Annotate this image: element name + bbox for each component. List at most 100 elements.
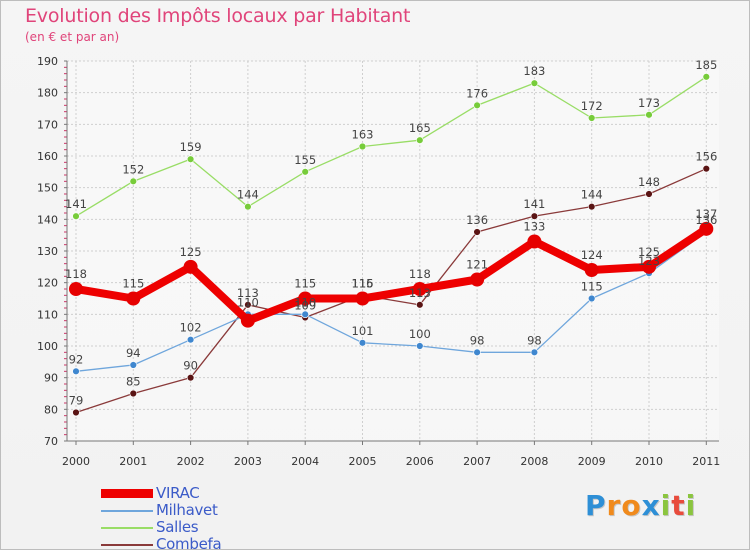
x-tick-label: 2008: [520, 455, 548, 468]
data-point-milhavet: [129, 361, 138, 369]
data-label-combefa: 116: [352, 276, 374, 290]
data-label-combefa: 141: [523, 197, 545, 211]
data-label-salles: 176: [466, 86, 488, 100]
legend-swatch-salles: [101, 527, 153, 529]
logo-letter: x: [641, 489, 661, 522]
data-label-milhavet: 98: [470, 333, 485, 347]
x-tick-label: 2005: [349, 455, 377, 468]
data-point-combefa: [186, 373, 195, 382]
data-label-salles: 172: [581, 99, 603, 113]
logo-letter: P: [585, 489, 607, 522]
data-point-virac: [69, 282, 83, 296]
data-label-virac: 121: [466, 258, 488, 272]
data-point-salles: [358, 142, 367, 151]
x-tick-label: 2007: [463, 455, 491, 468]
data-label-virac: 118: [65, 267, 87, 281]
y-tick-label: 190: [37, 55, 58, 68]
data-point-virac: [642, 259, 656, 274]
y-tick-label: 90: [44, 372, 58, 385]
legend: VIRAC Milhavet Salles Combefa: [101, 484, 281, 549]
logo-letter: t: [671, 489, 686, 522]
data-label-combefa: 136: [466, 213, 488, 227]
x-tick-label: 2002: [177, 455, 205, 468]
data-label-milhavet: 94: [126, 346, 141, 360]
y-tick-label: 150: [37, 182, 58, 195]
data-point-combefa: [645, 190, 653, 198]
data-label-salles: 159: [180, 140, 202, 154]
data-point-salles: [129, 177, 138, 186]
data-label-milhavet: 110: [294, 295, 316, 309]
data-label-combefa: 90: [183, 359, 198, 373]
data-point-salles: [587, 114, 596, 122]
y-tick-label: 80: [44, 403, 58, 416]
data-point-salles: [244, 202, 252, 211]
data-point-milhavet: [72, 367, 80, 376]
data-point-virac: [470, 272, 485, 287]
legend-item-combefa: Combefa: [101, 536, 281, 549]
y-tick-label: 170: [37, 118, 58, 131]
data-point-combefa: [587, 202, 596, 211]
data-label-virac: 124: [581, 248, 603, 262]
data-label-combefa: 109: [294, 299, 316, 313]
data-point-milhavet: [358, 339, 367, 347]
data-label-combefa: 79: [69, 394, 84, 408]
data-label-salles: 185: [695, 58, 717, 72]
data-label-virac: 115: [352, 277, 374, 291]
data-label-combefa: 156: [695, 150, 717, 164]
x-tick-label: 2001: [119, 455, 147, 468]
chart-subtitle: (en € et par an): [25, 30, 120, 44]
data-point-combefa: [473, 228, 481, 236]
data-label-milhavet: 136: [695, 213, 717, 227]
data-label-milhavet: 123: [638, 254, 660, 268]
data-point-virac: [355, 291, 370, 306]
series-line-combefa: [75, 168, 707, 414]
x-tick-label: 2009: [578, 455, 606, 468]
data-point-milhavet: [301, 310, 309, 319]
y-tick-label: 180: [37, 87, 58, 100]
y-tick-label: 70: [44, 435, 58, 448]
logo-letter: o: [621, 489, 642, 522]
data-label-milhavet: 98: [527, 333, 542, 347]
legend-swatch-milhavet: [101, 510, 153, 512]
legend-label-salles: Salles: [156, 518, 199, 536]
data-point-salles: [645, 111, 653, 119]
data-label-combefa: 148: [638, 175, 660, 189]
data-label-combefa: 113: [237, 286, 259, 300]
data-label-virac: 115: [122, 277, 144, 291]
data-point-milhavet: [416, 342, 424, 350]
y-tick-label: 130: [37, 245, 58, 258]
chart-title: Evolution des Impôts locaux par Habitant: [25, 5, 411, 27]
data-point-salles: [416, 136, 424, 144]
data-point-salles: [530, 79, 539, 87]
x-tick-label: 2006: [406, 455, 434, 468]
data-point-salles: [186, 155, 195, 163]
data-label-salles: 163: [352, 128, 374, 142]
data-point-milhavet: [530, 348, 539, 357]
data-point-virac: [240, 313, 255, 328]
data-point-salles: [72, 212, 80, 220]
data-label-combefa: 85: [126, 375, 141, 389]
data-point-combefa: [702, 164, 710, 173]
legend-item-milhavet: Milhavet: [101, 502, 281, 519]
y-tick-label: 100: [37, 340, 58, 353]
data-point-salles: [301, 168, 309, 176]
x-tick-label: 2011: [692, 455, 720, 468]
series-line-virac: [72, 224, 711, 325]
legend-swatch-combefa: [101, 544, 153, 546]
x-tick-label: 2003: [234, 455, 262, 468]
legend-label-virac: VIRAC: [156, 484, 200, 502]
data-point-combefa: [129, 389, 138, 398]
data-point-milhavet: [587, 294, 596, 303]
data-label-virac: 137: [695, 207, 717, 221]
data-point-virac: [298, 291, 313, 306]
series-line-milhavet: [75, 231, 707, 372]
y-tick-label: 110: [37, 308, 58, 321]
data-point-combefa: [244, 301, 252, 309]
data-label-combefa: 113: [409, 286, 431, 300]
data-label-salles: 141: [65, 197, 87, 211]
data-point-milhavet: [186, 335, 195, 344]
data-point-salles: [473, 101, 481, 110]
data-label-milhavet: 115: [581, 280, 603, 294]
